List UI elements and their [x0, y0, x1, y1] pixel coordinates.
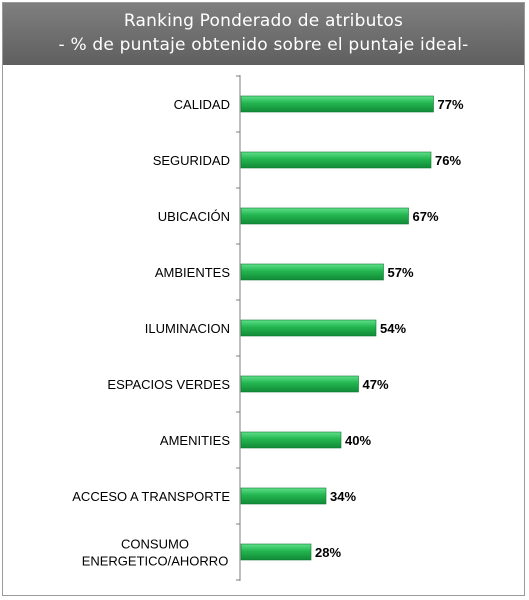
category-label-7: ACCESO A TRANSPORTE — [72, 489, 230, 504]
category-label-5: ESPACIOS VERDES — [107, 377, 230, 392]
value-label-3: 57% — [388, 265, 414, 280]
bar-6 — [240, 431, 342, 449]
bar-7 — [240, 487, 327, 505]
bar-0 — [240, 95, 434, 113]
bar-5 — [240, 375, 359, 393]
category-label-0: CALIDAD — [174, 97, 230, 112]
value-label-8: 28% — [315, 545, 341, 560]
chart-header: Ranking Ponderado de atributos - % de pu… — [3, 3, 524, 65]
value-label-0: 77% — [438, 97, 464, 112]
chart-title: Ranking Ponderado de atributos — [123, 11, 404, 31]
chart-subtitle: - % de puntaje obtenido sobre el puntaje… — [58, 35, 469, 55]
chart-frame: Ranking Ponderado de atributos - % de pu… — [2, 2, 525, 596]
value-label-1: 76% — [435, 153, 461, 168]
bar-4 — [240, 319, 377, 337]
category-label-3: AMBIENTES — [155, 265, 230, 280]
value-label-4: 54% — [380, 321, 406, 336]
bar-2 — [240, 207, 409, 225]
value-label-5: 47% — [363, 377, 389, 392]
value-label-6: 40% — [345, 433, 371, 448]
bar-1 — [240, 151, 432, 169]
value-label-2: 67% — [413, 209, 439, 224]
category-label-4: ILUMINACION — [145, 321, 230, 336]
value-label-7: 34% — [330, 489, 356, 504]
bars-layer: 77% CALIDAD 76% SEGURIDAD 67% UBICACIÓN 57% AMB… — [72, 75, 464, 581]
category-label-2: UBICACIÓN — [158, 209, 230, 224]
bar-8 — [240, 543, 312, 561]
category-label-1: SEGURIDAD — [153, 153, 230, 168]
category-label-6: AMENITIES — [160, 433, 230, 448]
bar-3 — [240, 263, 384, 281]
category-label-8: CONSUMO ENERGETICO/AHORRO — [82, 537, 229, 569]
bar-chart: 77% CALIDAD 76% SEGURIDAD 67% UBICACIÓN 57% AMB… — [72, 75, 464, 581]
